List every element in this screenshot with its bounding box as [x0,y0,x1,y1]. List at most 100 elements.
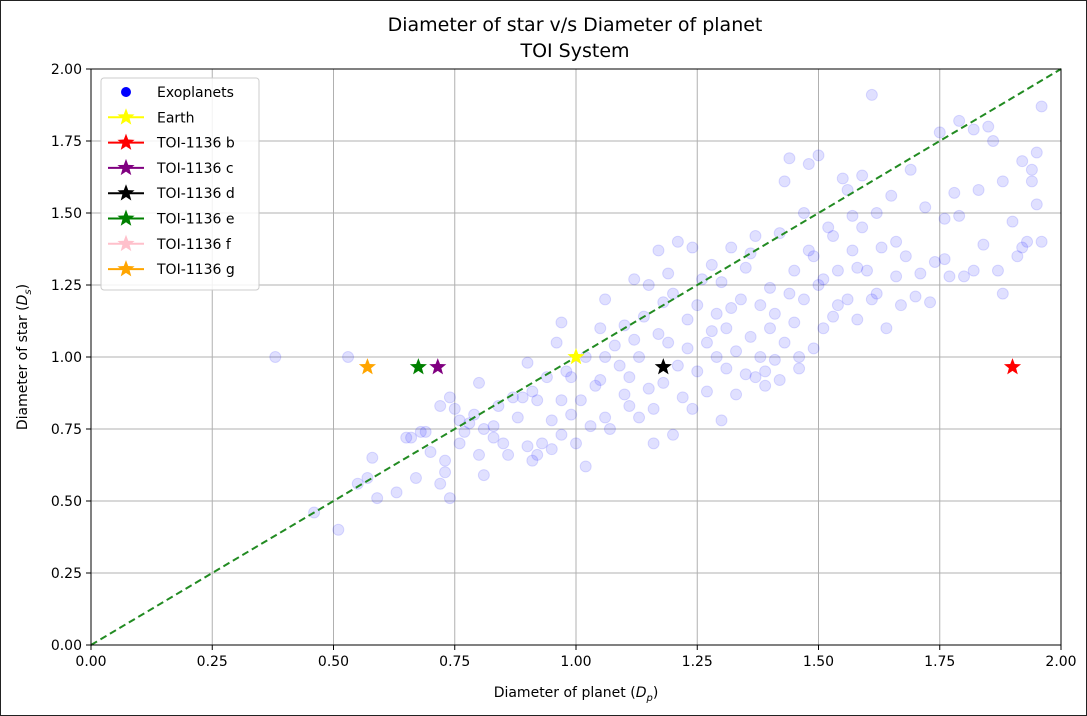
exoplanet-point [933,126,946,139]
exoplanet-point [996,287,1009,300]
exoplanet-point [511,411,524,424]
exoplanet-point [570,437,582,450]
exoplanet-point [497,437,510,450]
legend-marker-exoplanets [121,87,131,97]
exoplanet-point [477,423,490,435]
exoplanet-point [865,88,878,101]
exoplanet-point [793,362,806,375]
exoplanet-point [899,250,912,263]
exoplanet-point [890,270,903,283]
exoplanet-point [608,339,621,352]
exoplanet-point [419,425,432,438]
exoplanet-point [846,209,859,222]
exoplanet-point [938,253,951,266]
exoplanet-point [710,351,723,363]
x-axis-label-sub: p [645,693,652,704]
exoplanet-point [521,356,534,369]
exoplanet-point [691,299,704,312]
exoplanet-point [783,152,796,165]
exoplanet-point [545,443,558,456]
exoplanet-point [555,394,568,407]
exoplanet-point [540,371,553,384]
exoplanet-point [705,325,718,338]
exoplanet-point [754,299,767,312]
toi-1136-e-star [409,358,427,375]
exoplanet-point [914,267,927,280]
exoplanet-point [574,394,587,407]
exoplanet-point [885,189,898,202]
exoplanet-point [667,428,679,441]
exoplanet-point [807,250,820,263]
y-tick-label: 1.50 [51,206,82,222]
legend-marker-toi-1136-e [117,209,135,226]
exoplanet-point [269,351,282,363]
exoplanet-point [652,244,665,257]
exoplanet-point [783,287,796,300]
exoplanet-point [812,149,825,162]
legend-box [100,77,260,291]
exoplanet-point [870,287,883,300]
exoplanet-point [565,371,578,384]
y-axis-label: Diameter of star (Ds) [15,284,34,430]
y-tick-label: 1.75 [51,134,82,150]
exoplanet-point [686,402,699,415]
exoplanet-point [1021,235,1034,248]
x-axis-ticks: 0.00 0.25 0.50 0.75 1.00 1.25 1.50 1.75 2.00 [75,645,1077,670]
exoplanet-point [831,299,844,312]
exoplanet-point [487,420,500,433]
legend-label-toi-1136-c: TOI-1136 c [156,161,234,177]
exoplanet-point [1016,241,1029,254]
legend-marker-toi-1136-b [117,133,135,150]
toi-1136-b-star [1003,358,1022,375]
exoplanet-point [1006,215,1019,228]
legend-label-toi-1136-f: TOI-1136 f [156,237,232,253]
exoplanet-point [628,273,641,286]
exoplanet-point [958,270,970,283]
exoplanet-point [633,411,646,424]
exoplanet-point [715,276,728,289]
exoplanet-point [473,376,485,389]
x-tick-label: 1.75 [924,654,955,670]
exoplanet-point [700,336,713,349]
exoplanet-point [628,333,641,346]
exoplanet-point [827,230,840,243]
exoplanet-point [434,477,447,490]
exoplanet-point [749,371,762,384]
exoplanet-point [802,244,815,257]
x-axis-label-symbol: D [636,685,647,701]
exoplanet-point [594,374,607,387]
exoplanet-point [972,183,985,196]
exoplanet-point [448,402,461,415]
exoplanet-point [584,420,597,433]
legend-label-toi-1136-b: TOI-1136 b [156,136,235,152]
exoplanet-point [836,172,849,185]
exoplanet-point [861,264,873,277]
exoplanet-point [797,293,810,306]
exoplanet-point [720,362,733,375]
exoplanet-point [831,264,844,277]
exoplanet-point [846,244,859,257]
y-axis-label-symbol: D [15,294,31,305]
toi-1136-g-star [358,358,377,375]
exoplanet-point [332,523,345,536]
y-tick-label: 0.25 [51,566,82,582]
legend-label-earth: Earth [157,110,195,126]
x-tick-label: 1.50 [803,654,834,670]
exoplanet-point [545,414,558,427]
exoplanet-point [991,264,1004,277]
exoplanet-point [778,336,791,349]
exoplanet-point [894,299,907,312]
exoplanet-point [536,437,549,450]
exoplanet-point [424,446,437,459]
exoplanet-point [526,454,539,467]
exoplanet-point [560,365,573,378]
exoplanet-point [817,322,830,335]
exoplanet-point [793,351,806,363]
exoplanet-point [662,336,675,349]
exoplanet-point [555,428,568,441]
exoplanet-point [759,379,772,392]
exoplanet-point [579,460,592,473]
legend-marker-toi-1136-c [117,158,135,176]
exoplanet-point [734,293,747,306]
